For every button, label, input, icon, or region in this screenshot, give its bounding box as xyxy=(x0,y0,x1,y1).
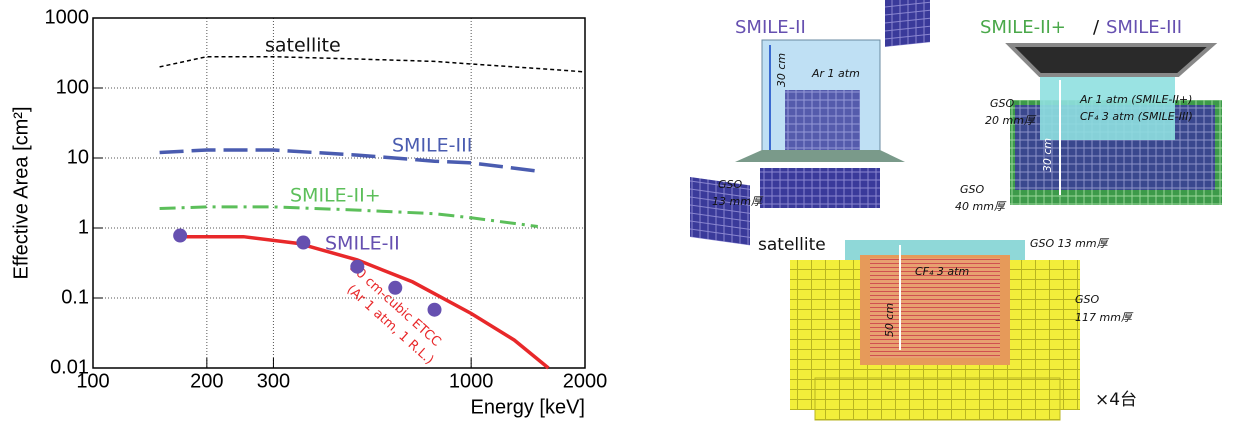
size-label: 30 cm xyxy=(1041,138,1054,172)
y-tick-label: 1 xyxy=(78,216,89,238)
data-point xyxy=(428,303,442,317)
smile2plus-diagram: SMILE-II+ / SMILE-III GSO 20 mm厚 Ar 1 at… xyxy=(955,17,1222,213)
gso-label: GSO xyxy=(990,97,1015,110)
x-tick-label: 1000 xyxy=(449,370,494,392)
gas-label: CF₄ 3 atm (SMILE-III) xyxy=(1080,110,1193,123)
gas-label: Ar 1 atm xyxy=(811,67,860,80)
diagram-title: satellite xyxy=(758,235,826,255)
size-label: 30 cm xyxy=(775,53,788,87)
y-tick-label: 10 xyxy=(67,146,89,168)
diagram-title: SMILE-II+ xyxy=(980,17,1066,38)
data-point xyxy=(173,229,187,243)
gso-label: GSO xyxy=(1075,293,1100,306)
x-tick-label: 2000 xyxy=(563,370,608,392)
gso-thickness: 117 mm厚 xyxy=(1075,311,1134,324)
satellite-diagram: satellite GSO 13 mm厚 CF₄ 3 atm 50 cm GSO… xyxy=(758,235,1137,420)
series-label: SMILE-II+ xyxy=(290,185,381,207)
series-label: SMILE-III xyxy=(392,135,472,157)
x-tick-label: 200 xyxy=(190,370,223,392)
gas-label: CF₄ 3 atm xyxy=(915,265,969,278)
lid xyxy=(1010,45,1212,75)
series-label: SMILE-II xyxy=(325,233,400,255)
y-axis-label: Effective Area [cm²] xyxy=(10,106,32,279)
y-tick-label: 1000 xyxy=(45,6,90,28)
gso-label: GSO xyxy=(718,178,743,191)
bottom-module xyxy=(785,90,860,150)
side-module xyxy=(885,0,930,47)
bottom-module xyxy=(760,168,880,208)
series-label: satellite xyxy=(265,35,341,57)
count-label: ×4台 xyxy=(1095,390,1137,410)
x-tick-label: 300 xyxy=(257,370,290,392)
smile2-diagram: SMILE-II Ar 1 atm 30 cm GSO 13 mm厚 xyxy=(690,0,930,245)
gso-label: GSO xyxy=(960,183,985,196)
data-point xyxy=(296,236,310,250)
series-line xyxy=(160,207,538,227)
x-tick-label: 100 xyxy=(76,370,109,392)
gso-thickness: 13 mm厚 xyxy=(712,195,764,208)
gso-label: GSO 13 mm厚 xyxy=(1030,237,1110,250)
gas-label: Ar 1 atm (SMILE-II+) xyxy=(1079,93,1192,106)
series-line xyxy=(160,150,538,171)
gso-thickness: 20 mm厚 xyxy=(985,114,1037,127)
size-label: 50 cm xyxy=(883,303,896,337)
y-tick-label: 100 xyxy=(56,76,89,98)
diagram-title: SMILE-II xyxy=(735,17,806,38)
diagram-title: SMILE-III xyxy=(1106,17,1182,38)
plate xyxy=(735,150,905,162)
data-point xyxy=(350,260,364,274)
y-tick-label: 0.1 xyxy=(61,286,89,308)
series-line xyxy=(160,57,585,72)
gso-shield xyxy=(815,378,1060,420)
page: 0.010.1110100100010020030010002000Energy… xyxy=(0,0,1239,421)
separator: / xyxy=(1093,17,1100,38)
gso-thickness: 40 mm厚 xyxy=(955,200,1007,213)
data-point xyxy=(388,281,402,295)
x-axis-label: Energy [keV] xyxy=(470,396,585,418)
